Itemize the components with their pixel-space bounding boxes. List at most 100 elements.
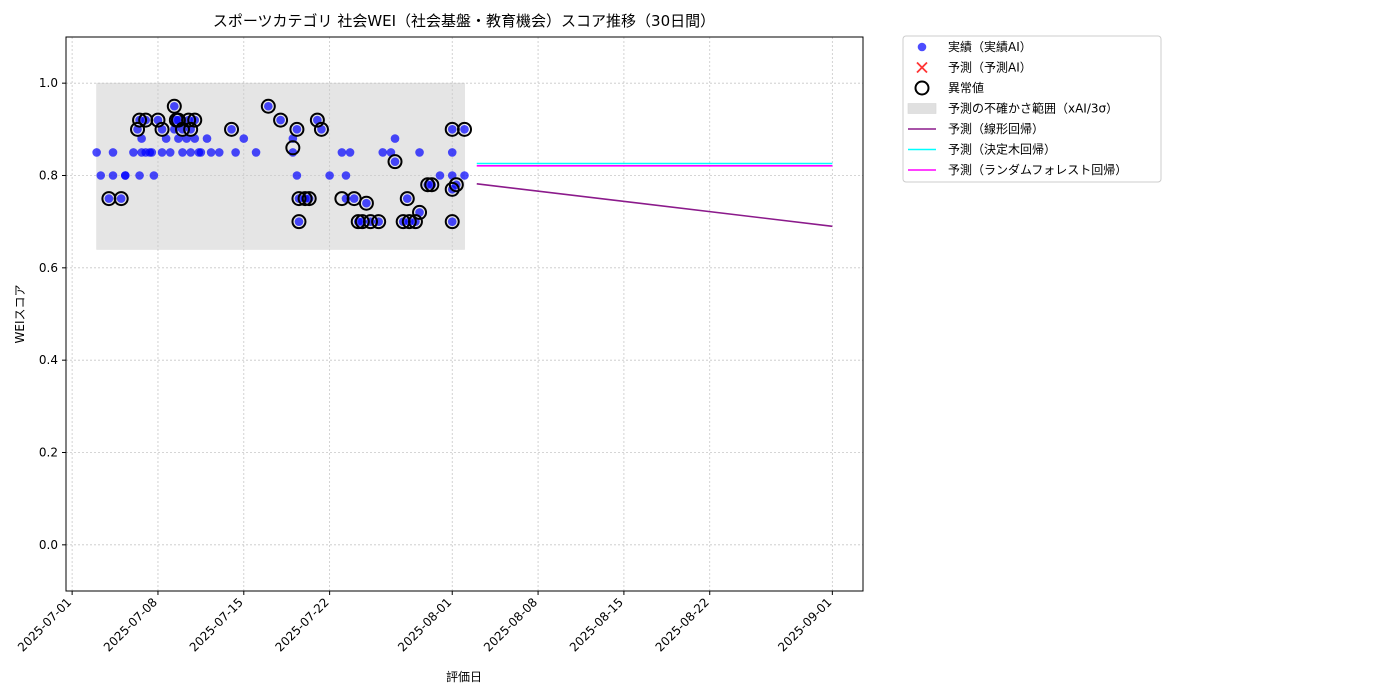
legend-symbol-ring: [914, 80, 930, 96]
actual-point: [390, 134, 400, 143]
x-tick-label: 2025-07-08: [101, 595, 160, 654]
actual-point: [202, 134, 212, 143]
anomaly-marker: [291, 214, 307, 230]
anomaly-marker: [309, 112, 325, 128]
actual-point: [165, 148, 175, 157]
anomaly-marker: [260, 98, 276, 114]
actual-point: [292, 125, 302, 134]
actual-point: [149, 171, 159, 180]
chart-title: スポーツカテゴリ 社会WEI（社会基盤・教育機会）スコア推移（30日間）: [213, 12, 715, 30]
anomaly-marker: [285, 140, 301, 156]
anomaly-marker: [113, 191, 129, 207]
anomaly-marker: [301, 191, 317, 207]
actual-point: [447, 125, 457, 134]
actual-point: [251, 148, 261, 157]
legend-label: 予測の不確かさ範囲（xAI/3σ）: [948, 101, 1118, 116]
actual-point: [116, 194, 126, 203]
anomaly-marker: [224, 121, 240, 137]
anomaly-marker: [444, 214, 460, 230]
anomaly-marker: [448, 177, 464, 193]
legend-symbol-dot: [917, 42, 927, 52]
x-tick-label: 2025-07-22: [273, 595, 332, 654]
legend-symbol-cross: [916, 61, 928, 74]
actual-point: [292, 171, 302, 180]
anomaly-marker: [444, 181, 460, 197]
anomaly-marker: [358, 195, 374, 211]
legend-label: 予測（予測AI）: [948, 61, 1032, 75]
actual-point: [206, 148, 216, 157]
actual-point: [402, 194, 412, 203]
y-tick-label: 0.6: [39, 261, 58, 275]
y-tick-label: 0.2: [39, 446, 58, 460]
actual-point: [92, 148, 101, 157]
actual-point: [170, 101, 179, 111]
y-axis-label: WEIスコア: [13, 285, 27, 344]
anomaly-marker: [412, 204, 428, 220]
actual-point: [108, 171, 118, 180]
actual-point: [337, 148, 347, 157]
anomaly-marker: [387, 154, 403, 170]
x-tick-label: 2025-07-15: [187, 595, 246, 654]
plot-frame: [65, 36, 864, 592]
legend-label: 実績（実績AI）: [948, 39, 1032, 54]
actual-point: [460, 125, 469, 134]
x-axis-label: 評価日: [446, 669, 482, 684]
actual-point: [460, 171, 469, 180]
legend-label: 予測（決定木回帰）: [948, 142, 1056, 157]
actual-point: [341, 171, 351, 180]
anomaly-marker: [132, 112, 148, 128]
anomaly-marker: [291, 191, 307, 207]
actual-point: [96, 171, 106, 180]
anomaly-marker: [354, 214, 370, 230]
x-tick-label: 2025-08-01: [395, 595, 454, 654]
x-tick-label: 2025-09-01: [775, 595, 834, 654]
x-tick-label: 2025-08-08: [481, 595, 540, 654]
actual-point: [345, 148, 355, 157]
anomaly-marker: [362, 214, 378, 230]
actual-point: [157, 148, 167, 157]
actual-point: [196, 148, 206, 157]
anomaly-marker: [407, 214, 423, 230]
actual-point: [147, 148, 157, 157]
anomaly-marker: [130, 121, 146, 137]
anomaly-marker: [166, 98, 182, 114]
actual-point: [325, 171, 334, 180]
actual-point: [120, 171, 130, 180]
actual-point: [390, 157, 400, 166]
anomaly-marker: [297, 191, 313, 207]
anomaly-marker: [170, 112, 186, 128]
anomaly-marker: [424, 177, 440, 193]
legend-label: 異常値: [948, 80, 984, 95]
actual-point: [135, 171, 144, 180]
anomaly-marker: [457, 121, 472, 137]
actual-point: [447, 217, 457, 226]
anomaly-marker: [313, 121, 329, 137]
y-tick-label: 0.4: [39, 353, 58, 367]
y-tick-label: 0.8: [39, 169, 58, 183]
anomaly-marker: [371, 214, 387, 230]
anomaly-marker: [181, 112, 197, 128]
actual-point: [108, 148, 118, 157]
legend-symbol-band: [907, 103, 937, 114]
anomaly-marker: [401, 214, 417, 230]
actual-point: [447, 148, 457, 157]
actual-point: [178, 148, 187, 157]
actual-point: [227, 125, 236, 134]
actual-point: [214, 148, 224, 157]
legend-box: [902, 35, 1162, 183]
y-tick-label: 0.0: [39, 538, 58, 552]
legend-label: 予測（線形回帰）: [948, 121, 1044, 136]
legend-label: 予測（ランダムフォレスト回帰）: [948, 162, 1127, 177]
anomaly-marker: [420, 177, 436, 193]
plot-area: 0.0 0.2 0.4 0.6 0.8 1.0 2025-07-01 2025-07-08 20…: [15, 36, 864, 654]
x-tick-label: 2025-08-15: [567, 595, 626, 654]
actual-point: [362, 198, 371, 208]
prediction-line: [476, 183, 833, 228]
anomaly-marker: [399, 191, 415, 207]
actual-point: [104, 194, 114, 203]
anomaly-marker: [187, 112, 203, 128]
actual-point: [129, 148, 138, 157]
anomaly-marker: [273, 112, 289, 128]
